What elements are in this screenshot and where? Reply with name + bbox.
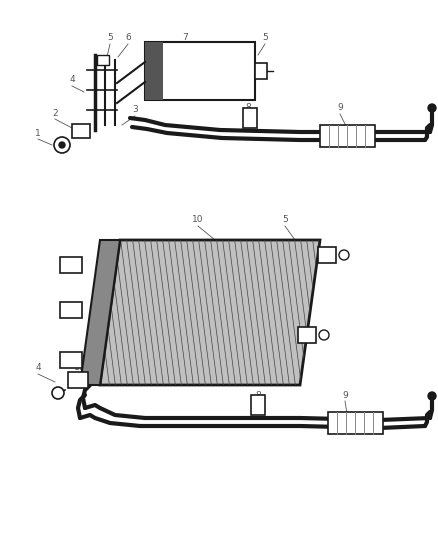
Text: 5: 5 <box>107 34 113 43</box>
Text: 9: 9 <box>337 103 343 112</box>
Bar <box>318 247 336 263</box>
Bar <box>97 55 109 65</box>
Bar <box>251 395 265 415</box>
Bar <box>68 372 88 388</box>
Text: 7: 7 <box>182 34 188 43</box>
Bar <box>320 125 375 147</box>
Text: 9: 9 <box>342 391 348 400</box>
Bar <box>243 108 257 128</box>
Circle shape <box>59 142 65 148</box>
Circle shape <box>54 137 70 153</box>
Polygon shape <box>100 240 320 385</box>
Bar <box>145 42 255 100</box>
Bar <box>60 302 82 318</box>
Text: 8: 8 <box>255 391 261 400</box>
Circle shape <box>339 250 349 260</box>
Circle shape <box>52 387 64 399</box>
Text: 8: 8 <box>245 103 251 112</box>
Bar <box>145 42 163 100</box>
Bar <box>298 327 316 343</box>
Bar <box>60 257 82 273</box>
Bar <box>60 352 82 368</box>
Text: 6: 6 <box>125 34 131 43</box>
Text: 4: 4 <box>69 76 75 85</box>
Circle shape <box>319 330 329 340</box>
Bar <box>255 63 267 79</box>
Text: 4: 4 <box>35 364 41 373</box>
Circle shape <box>428 104 436 112</box>
Bar <box>328 412 383 434</box>
Circle shape <box>428 392 436 400</box>
Text: 10: 10 <box>192 215 204 224</box>
Text: 5: 5 <box>262 34 268 43</box>
Text: 5: 5 <box>282 215 288 224</box>
Text: 3: 3 <box>132 106 138 115</box>
Bar <box>72 124 90 138</box>
Text: 11: 11 <box>74 364 86 373</box>
Text: 2: 2 <box>52 109 58 117</box>
Polygon shape <box>80 240 120 385</box>
Text: 1: 1 <box>35 128 41 138</box>
